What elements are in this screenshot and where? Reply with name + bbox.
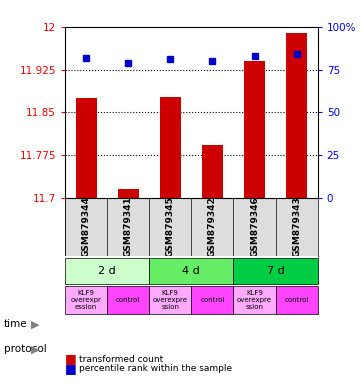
Text: time: time [4,319,27,329]
Text: 2 d: 2 d [98,266,116,276]
FancyBboxPatch shape [234,258,318,284]
Bar [202,145,223,197]
Text: control: control [200,297,225,303]
Text: transformed count: transformed count [79,354,164,364]
Text: GSM879345: GSM879345 [166,197,175,257]
Text: GSM879343: GSM879343 [292,197,301,257]
FancyBboxPatch shape [107,286,149,314]
Text: 4 d: 4 d [182,266,200,276]
Text: ■: ■ [65,353,77,366]
Text: control: control [284,297,309,303]
Text: KLF9
overexpre
ssion: KLF9 overexpre ssion [153,290,188,310]
FancyBboxPatch shape [65,286,107,314]
Text: ▶: ▶ [31,344,39,354]
Text: KLF9
overexpr
ession: KLF9 overexpr ession [71,290,101,310]
Text: ■: ■ [65,362,77,375]
Text: GSM879346: GSM879346 [250,197,259,257]
FancyBboxPatch shape [65,258,149,284]
Bar [118,189,139,197]
FancyBboxPatch shape [149,258,234,284]
Text: 7 d: 7 d [267,266,284,276]
Text: GSM879342: GSM879342 [208,197,217,257]
FancyBboxPatch shape [275,286,318,314]
Bar [244,61,265,197]
Text: GSM879344: GSM879344 [82,197,91,257]
Text: control: control [116,297,140,303]
FancyBboxPatch shape [191,286,234,314]
Bar [160,98,181,197]
FancyBboxPatch shape [149,286,191,314]
Text: percentile rank within the sample: percentile rank within the sample [79,364,232,373]
Text: ▶: ▶ [31,319,39,329]
Bar [286,33,307,197]
Text: KLF9
overexpre
ssion: KLF9 overexpre ssion [237,290,272,310]
Text: GSM879341: GSM879341 [124,197,132,257]
FancyBboxPatch shape [234,286,275,314]
Text: protocol: protocol [4,344,46,354]
Bar [75,98,96,197]
